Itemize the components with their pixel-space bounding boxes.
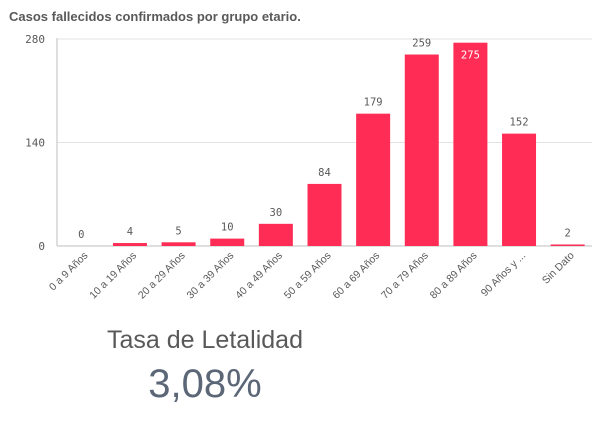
bar-chart: 0 4 5 10 30 84 179 259 275 152 2 0 140 280 0 a 9 Año…	[25, 33, 592, 300]
x-tick-label: 40 a 49 Años	[233, 250, 285, 300]
bar[interactable]	[550, 244, 585, 247]
chart-title: Casos fallecidos confirmados por grupo e…	[9, 9, 301, 24]
bar[interactable]	[258, 223, 293, 246]
y-tick-labels: 0 140 280	[25, 33, 45, 253]
data-label: 259	[412, 38, 431, 50]
data-label: 10	[221, 222, 234, 234]
data-label: 5	[175, 225, 181, 237]
data-label: 2	[565, 228, 571, 240]
data-label: 84	[318, 167, 331, 179]
bar[interactable]	[210, 238, 245, 246]
data-label: 179	[364, 97, 383, 109]
x-tick-label: 70 a 79 Años	[379, 250, 431, 300]
y-tick-label: 0	[38, 240, 45, 253]
data-label: 30	[270, 207, 283, 219]
data-label: 0	[78, 229, 84, 241]
x-tick-label: 20 a 29 Años	[136, 250, 188, 300]
x-tick-label: 50 a 59 Años	[282, 250, 334, 300]
kpi-value: 3,08%	[148, 362, 262, 406]
y-tick-label: 140	[25, 137, 45, 150]
bar[interactable]	[112, 243, 147, 246]
x-tick-label: 80 a 89 Años	[428, 250, 480, 300]
y-tick-label: 280	[25, 33, 45, 46]
bar[interactable]	[502, 133, 537, 246]
x-tick-label: 10 a 19 Años	[87, 250, 139, 300]
bar[interactable]	[356, 113, 391, 247]
bar[interactable]	[161, 242, 196, 246]
bars	[112, 42, 585, 247]
x-tick-label: 90 Años y ...	[479, 250, 528, 299]
kpi-label: Tasa de Letalidad	[107, 326, 303, 354]
bar[interactable]	[404, 54, 439, 247]
data-label: 152	[510, 117, 529, 129]
bar[interactable]	[307, 183, 342, 246]
x-tick-label: Sin Dato	[540, 250, 577, 287]
x-tick-label: 60 a 69 Años	[330, 250, 382, 300]
data-label: 4	[127, 226, 133, 238]
x-tick-label: 0 a 9 Años	[47, 250, 91, 294]
x-tick-label: 30 a 39 Años	[185, 250, 237, 300]
bar[interactable]	[453, 42, 488, 247]
data-labels: 0 4 5 10 30 84 179 259 275 152 2	[78, 38, 571, 241]
data-label: 275	[461, 50, 480, 62]
